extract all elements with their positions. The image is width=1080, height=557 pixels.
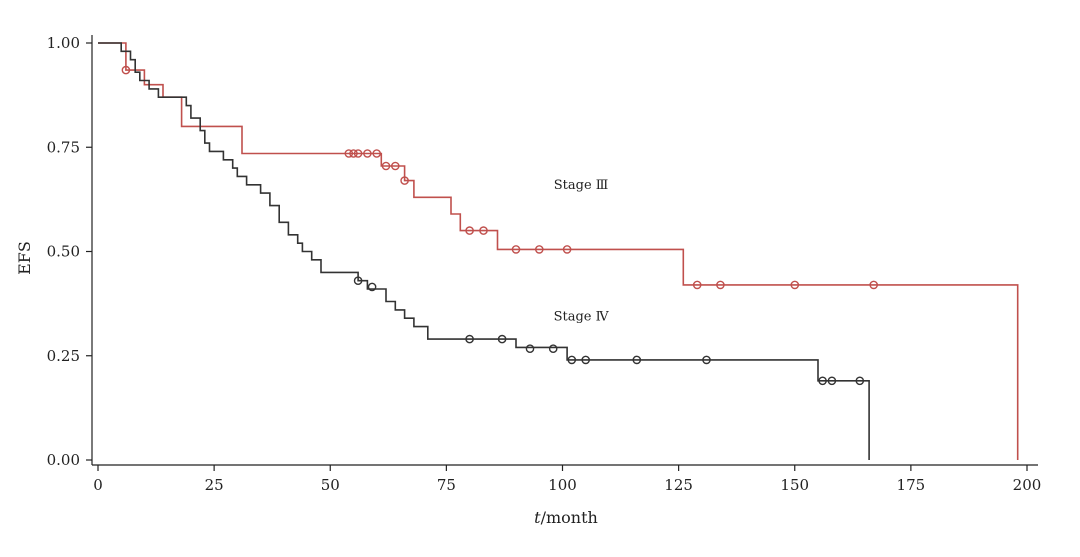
y-tick-label: 0.25 <box>47 347 80 365</box>
y-tick-label: 0.75 <box>47 138 80 156</box>
axes <box>91 35 1038 466</box>
stage-iii-censor-marker <box>121 65 131 75</box>
stage-iv-label: Stage Ⅳ <box>554 309 610 324</box>
stage-iv-survival-line <box>98 42 870 460</box>
x-tick-label: 125 <box>664 476 693 494</box>
stage-iii-censor-marker <box>390 161 400 171</box>
x-tick-label: 100 <box>548 476 577 494</box>
stage-iv-censor-marker <box>465 334 474 344</box>
series-stage-iii <box>98 42 1019 460</box>
stage-iv-censor-marker <box>581 355 591 365</box>
stage-iv-censor-marker <box>632 355 642 365</box>
stage-iii-censor-marker <box>790 280 800 290</box>
x-tick-label: 200 <box>1013 476 1042 494</box>
stage-iii-censor-marker <box>716 280 725 290</box>
stage-iv-censor-marker <box>702 355 711 365</box>
y-tick-label: 0.50 <box>47 243 80 261</box>
x-axis-title-rest: /month <box>541 508 598 527</box>
stage-iii-censor-marker <box>511 245 521 254</box>
stage-iii-censor-marker <box>479 226 488 235</box>
stage-iii-survival-line <box>98 42 1019 460</box>
stage-iii-censor-marker <box>344 149 354 158</box>
series-layer <box>98 42 1019 460</box>
stage-iii-censor-marker <box>400 176 409 185</box>
stage-iv-censor-marker <box>567 355 577 365</box>
stage-iii-censor-marker <box>535 245 544 254</box>
stage-iv-censor-marker <box>353 276 363 286</box>
series-stage-iv <box>98 42 870 460</box>
x-tick-label: 75 <box>437 476 456 494</box>
stage-iv-censor-marker <box>367 282 377 292</box>
x-tick-label: 50 <box>321 476 340 494</box>
stage-iii-censor-marker <box>465 226 474 235</box>
stage-iii-censor-marker <box>363 149 372 158</box>
tick-layer: 0 25 50 75 100 125 150 175 200 0.00 0.25 0.50 0.75 1.… <box>47 34 1042 494</box>
stage-iv-censor-marker <box>818 376 827 386</box>
stage-iv-censor-marker <box>525 344 535 354</box>
stage-iv-censor-marker <box>827 376 837 386</box>
stage-iii-censor-marker <box>562 245 572 254</box>
stage-iii-label: Stage Ⅲ <box>554 178 609 193</box>
y-tick-label: 1.00 <box>47 34 80 52</box>
y-tick-label: 0.00 <box>47 451 80 469</box>
stage-iv-censor-marker <box>855 376 865 386</box>
stage-iii-censor-marker <box>349 149 358 158</box>
stage-iv-censor-marker <box>497 334 507 344</box>
stage-iii-censor-marker <box>372 149 382 158</box>
x-tick-label: 0 <box>93 476 103 494</box>
x-tick-label: 150 <box>780 476 809 494</box>
stage-iii-censor-marker <box>381 161 391 171</box>
stage-iv-censor-marker <box>548 344 558 354</box>
series-label-layer: Stage Ⅲ Stage Ⅳ <box>554 178 610 324</box>
x-axis-title: t/month <box>534 508 598 527</box>
y-axis-title: EFS <box>15 241 34 275</box>
x-axis-title-italic: t <box>534 508 541 527</box>
stage-iii-censor-marker <box>692 280 702 290</box>
stage-iii-censor-marker <box>869 280 879 290</box>
stage-iii-censor-marker <box>353 149 363 158</box>
x-tick-label: 25 <box>205 476 224 494</box>
x-tick-label: 175 <box>897 476 926 494</box>
